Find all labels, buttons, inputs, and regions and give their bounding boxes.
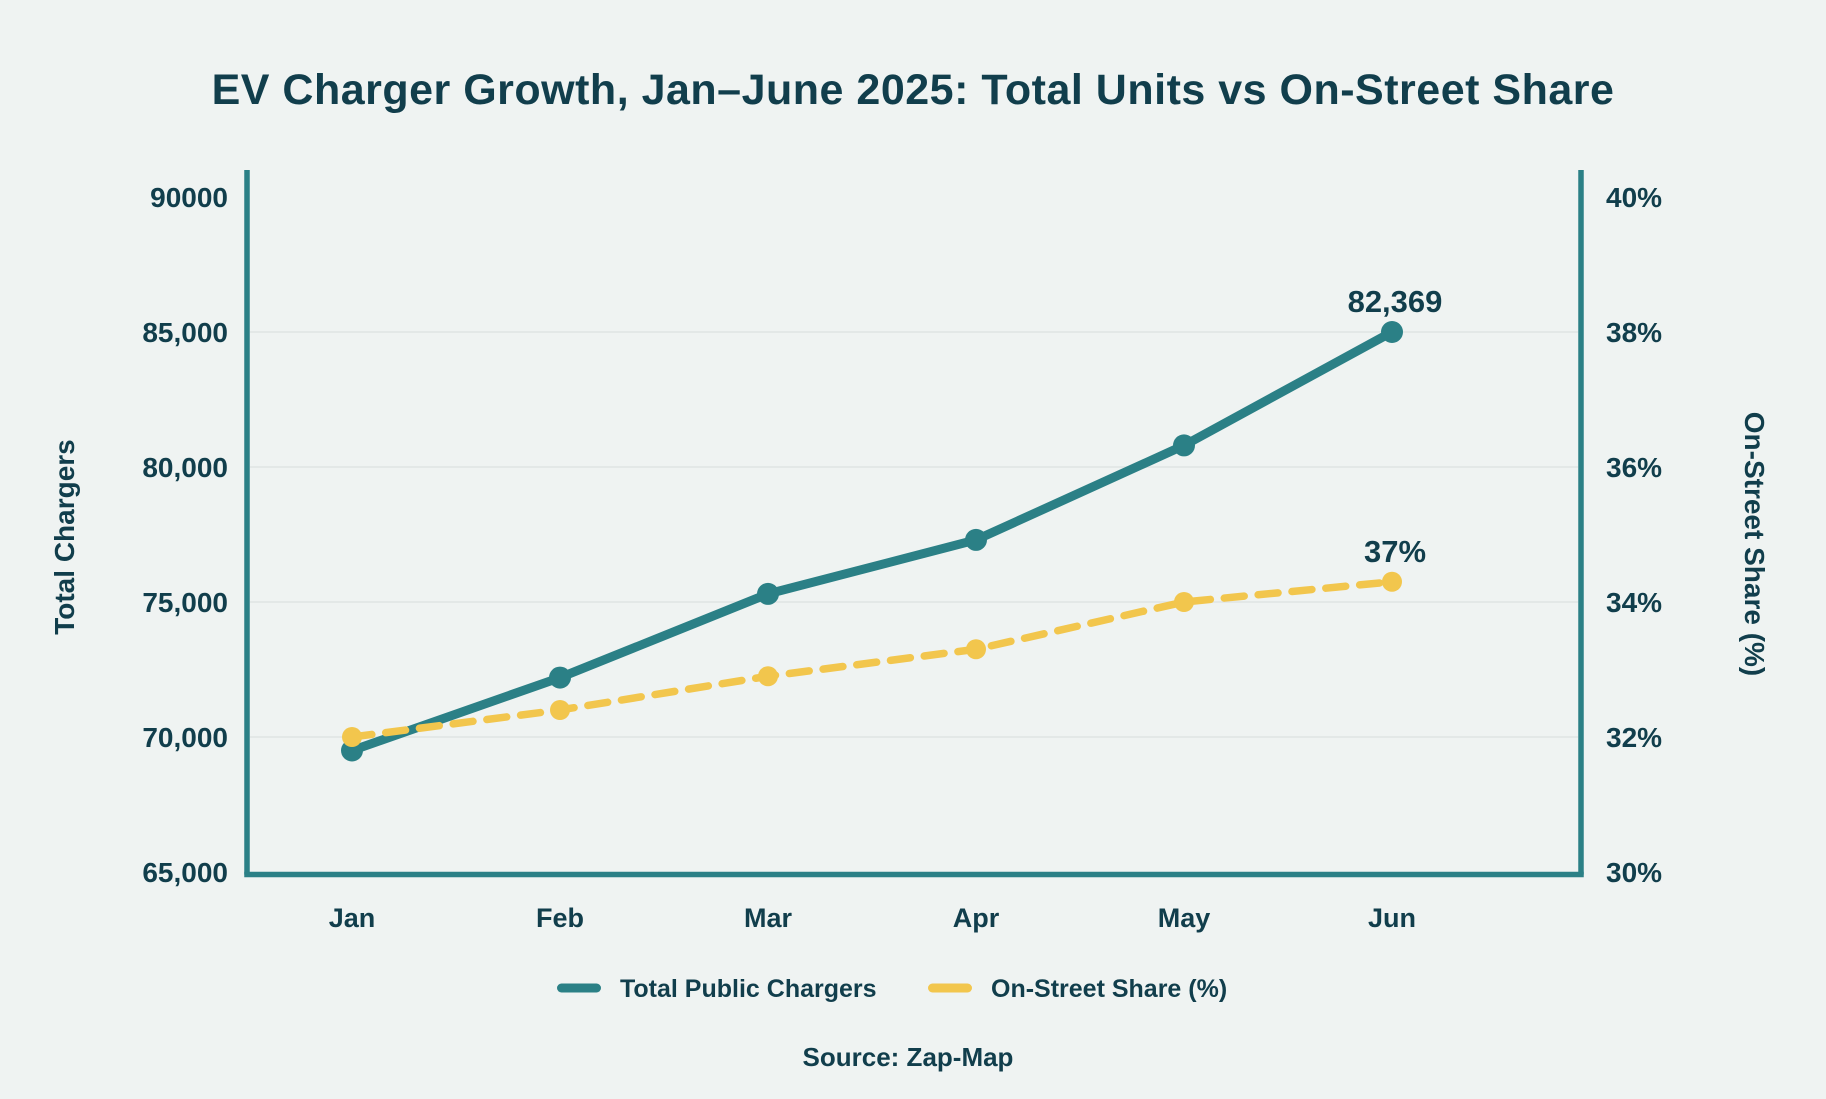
left-tick-label: 70,000 — [142, 722, 228, 753]
data-point-on-street-share — [966, 639, 986, 660]
right-tick-label: 36% — [1606, 452, 1662, 483]
end-value-label-total-public-chargers: 82,369 — [1348, 284, 1443, 319]
month-labels-group: Jan Feb Mar Apr May Jun — [329, 903, 1416, 933]
left-tick-label: 80,000 — [142, 452, 228, 483]
data-point-total-public-chargers — [1173, 434, 1195, 457]
chart-title: EV Charger Growth, Jan–June 2025: Total … — [212, 66, 1615, 114]
x-tick-label-may: May — [1158, 903, 1211, 933]
x-tick-label-feb: Feb — [536, 903, 584, 933]
left-axis-title: Total Chargers — [49, 439, 80, 635]
x-tick-label-apr: Apr — [953, 903, 1000, 933]
data-point-on-street-share — [758, 666, 778, 687]
legend-swatch-on-street-share — [928, 983, 972, 993]
data-point-on-street-share — [1382, 571, 1402, 592]
legend-swatch-total-public-chargers — [557, 983, 601, 993]
series-group — [341, 321, 1403, 762]
right-axis-title: On-Street Share (%) — [1739, 412, 1770, 677]
right-tick-label: 40% — [1606, 182, 1662, 213]
annotations-group: 82,369 37% — [1348, 284, 1443, 569]
left-tick-label: 75,000 — [142, 587, 228, 618]
x-tick-label-jun: Jun — [1368, 903, 1416, 933]
data-point-on-street-share — [1174, 592, 1194, 612]
left-tick-label: 90000 — [150, 182, 228, 213]
axes-group — [244, 170, 1584, 878]
data-point-total-public-chargers — [549, 666, 571, 689]
gridlines-group — [250, 331, 1578, 738]
data-point-total-public-chargers — [757, 582, 779, 605]
end-value-label-on-street-share: 37% — [1364, 534, 1426, 569]
series-line-on-street-share — [348, 578, 1396, 741]
legend-label-total-public-chargers: Total Public Chargers — [620, 975, 877, 1003]
data-point-on-street-share — [342, 727, 362, 747]
data-point-total-public-chargers — [1381, 321, 1403, 343]
x-tick-label-mar: Mar — [744, 903, 793, 933]
right-tick-label: 34% — [1606, 587, 1662, 618]
source-caption: Source: Zap-Map — [803, 1042, 1014, 1072]
data-point-on-street-share — [550, 700, 570, 720]
tick-labels-group: 90000 85,000 80,000 75,000 70,000 65,000 40% 38… — [142, 182, 1662, 888]
left-tick-label: 65,000 — [142, 857, 228, 888]
legend-label-on-street-share: On-Street Share (%) — [991, 975, 1227, 1003]
x-tick-label-jan: Jan — [329, 903, 376, 933]
left-tick-label: 85,000 — [142, 317, 228, 348]
legend: Total Public Chargers On-Street Share (%) — [557, 975, 1227, 1003]
series-line-total-public-chargers — [347, 327, 1397, 755]
right-tick-label: 38% — [1606, 317, 1662, 348]
right-tick-label: 30% — [1606, 857, 1662, 888]
right-tick-label: 32% — [1606, 722, 1662, 753]
data-point-total-public-chargers — [965, 528, 987, 551]
